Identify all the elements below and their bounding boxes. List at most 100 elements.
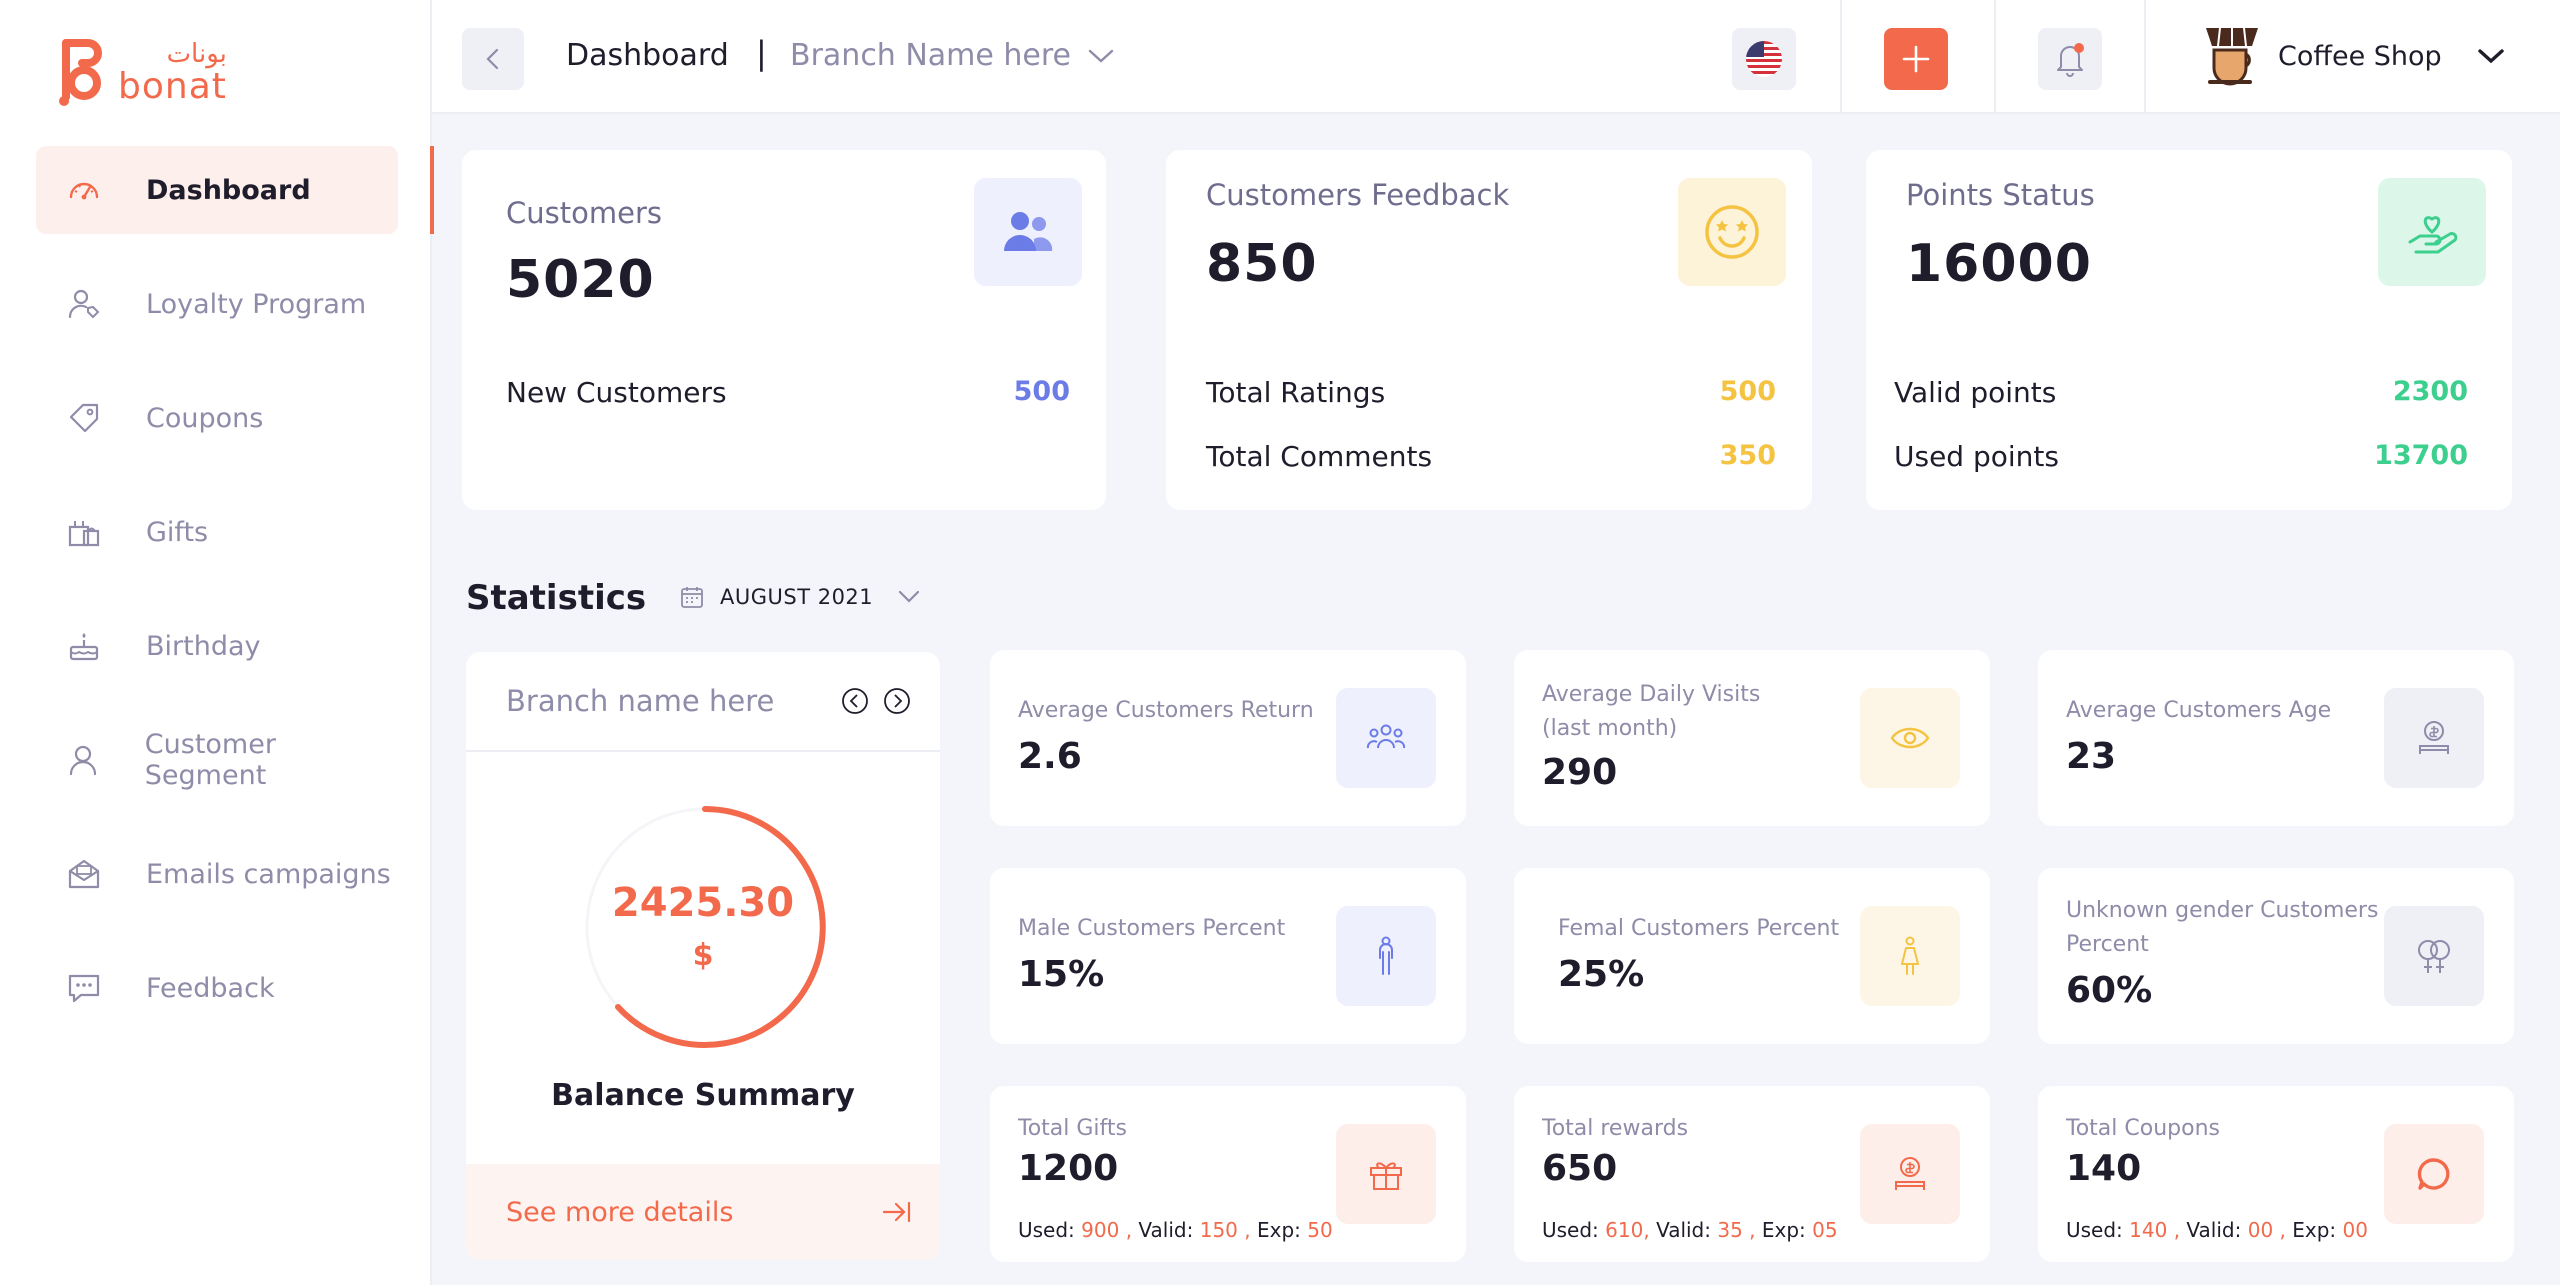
header-divider bbox=[1840, 0, 1842, 114]
balance-header: Branch name here bbox=[466, 652, 940, 752]
stat-label: Average Customers Return bbox=[1018, 698, 1314, 723]
profile-menu[interactable]: Coffee Shop bbox=[2200, 24, 2506, 88]
branch-select-value: Branch Name here bbox=[790, 38, 1072, 73]
stat-label: Total rewards bbox=[1542, 1116, 1689, 1141]
back-button[interactable] bbox=[462, 28, 524, 90]
row-label: Total Comments bbox=[1206, 440, 1433, 473]
rewards-valid-value: 35 bbox=[1717, 1218, 1743, 1242]
customers-card: Customers 5020 New Customers 500 bbox=[462, 150, 1106, 510]
total-ratings-value: 500 bbox=[1719, 376, 1776, 407]
female-icon bbox=[1901, 936, 1919, 975]
avg-customers-age-tile: Average Customers Age 23 bbox=[2038, 650, 2514, 826]
avatar bbox=[2206, 27, 2258, 86]
sidebar-item-customer-segment[interactable]: Customer Segment bbox=[36, 716, 398, 804]
customers-feedback-card: Customers Feedback 850 Total Ratings 500… bbox=[1166, 150, 1812, 510]
sidebar-item-emails-campaigns[interactable]: Emails campaigns bbox=[36, 830, 398, 918]
row-label: Total Ratings bbox=[1206, 376, 1386, 409]
points-total: 16000 bbox=[1906, 234, 2092, 294]
balance-label: Balance Summary bbox=[551, 1078, 855, 1113]
row-label: Valid points bbox=[1894, 376, 2057, 409]
sidebar-item-gifts[interactable]: Gifts bbox=[36, 488, 398, 576]
mail-open-icon bbox=[64, 854, 104, 894]
stat-icon-box bbox=[2384, 1124, 2484, 1224]
top-header: Dashboard | Branch Name here bbox=[432, 0, 2560, 114]
exp-label: Exp: bbox=[2292, 1218, 2337, 1242]
balance-branch-name: Branch name here bbox=[506, 684, 775, 718]
total-comments-value: 350 bbox=[1719, 440, 1776, 471]
male-customers-percent-tile: Male Customers Percent 15% bbox=[990, 868, 1466, 1044]
sidebar-item-loyalty-program[interactable]: Loyalty Program bbox=[36, 260, 398, 348]
stat-value: 60% bbox=[2066, 970, 2153, 1011]
used-label: Used: bbox=[2066, 1218, 2123, 1242]
rewards-exp-value: 05 bbox=[1812, 1218, 1838, 1242]
avg-customers-return-tile: Average Customers Return 2.6 bbox=[990, 650, 1466, 826]
notifications-button[interactable] bbox=[2038, 28, 2102, 90]
sidebar-item-coupons[interactable]: Coupons bbox=[36, 374, 398, 462]
next-branch-button[interactable] bbox=[882, 686, 912, 716]
gifts-breakdown: Used: 900 , Valid: 150 , Exp: 50 bbox=[1018, 1218, 1333, 1242]
balance-summary-card: Branch name here 2425.30 $ Balance Summa… bbox=[466, 652, 940, 1260]
see-more-details-link[interactable]: See more details bbox=[466, 1164, 940, 1260]
stat-icon-box bbox=[1860, 906, 1960, 1006]
stat-value: 2.6 bbox=[1018, 736, 1082, 777]
row-label: Used points bbox=[1894, 440, 2059, 473]
reward-icon bbox=[1895, 1157, 1925, 1190]
stat-icon-box bbox=[2384, 906, 2484, 1006]
feedback-total: 850 bbox=[1206, 234, 1318, 294]
brand-logo[interactable]: بونات bonat bbox=[58, 38, 227, 108]
stat-label-secondary: (last month) bbox=[1542, 716, 1678, 741]
month-select[interactable]: AUGUST 2021 bbox=[680, 585, 921, 609]
stat-icon-box bbox=[2384, 688, 2484, 788]
eye-icon bbox=[1890, 727, 1930, 749]
sidebar-item-feedback[interactable]: Feedback bbox=[36, 944, 398, 1032]
balance-ring-progress bbox=[615, 806, 826, 1048]
stat-icon-box bbox=[1336, 688, 1436, 788]
male-icon bbox=[1379, 936, 1393, 975]
card-title: Customers Feedback bbox=[1206, 178, 1510, 212]
stat-label: Unknown gender Customers bbox=[2066, 898, 2379, 923]
gifts-valid-value: 150 bbox=[1199, 1218, 1238, 1242]
points-status-card: Points Status 16000 Valid points 2300 Us… bbox=[1866, 150, 2512, 510]
avg-daily-visits-tile: Average Daily Visits (last month) 290 bbox=[1514, 650, 1990, 826]
stat-icon-box bbox=[1860, 1124, 1960, 1224]
sidebar-item-birthday[interactable]: Birthday bbox=[36, 602, 398, 690]
sidebar-item-label: Birthday bbox=[146, 630, 261, 662]
total-coupons-tile: Total Coupons 140 Used: 140 , Valid: 00 … bbox=[2038, 1086, 2514, 1262]
gifts-used-value: 900 bbox=[1081, 1218, 1120, 1242]
sidebar-item-dashboard[interactable]: Dashboard bbox=[36, 146, 398, 234]
bell-icon bbox=[2057, 43, 2084, 77]
brand-name-arabic: بونات bbox=[166, 39, 227, 69]
used-points-row: Used points 13700 bbox=[1894, 440, 2468, 473]
stat-value: 1200 bbox=[1018, 1148, 1119, 1189]
brand-name: bonat bbox=[118, 66, 227, 107]
add-button[interactable] bbox=[1884, 28, 1948, 90]
stat-value: 25% bbox=[1558, 954, 1645, 995]
card-title: Customers bbox=[506, 196, 662, 230]
row-label: New Customers bbox=[506, 376, 727, 409]
used-label: Used: bbox=[1018, 1218, 1075, 1242]
branch-select[interactable]: Branch Name here bbox=[790, 38, 1115, 73]
language-button[interactable] bbox=[1732, 28, 1796, 90]
valid-points-row: Valid points 2300 bbox=[1894, 376, 2468, 409]
sidebar-item-label: Loyalty Program bbox=[146, 288, 367, 320]
smiley-star-icon bbox=[1705, 205, 1759, 259]
stat-label-secondary: Percent bbox=[2066, 932, 2149, 957]
speedometer-icon bbox=[64, 170, 104, 210]
valid-points-value: 2300 bbox=[2392, 376, 2468, 407]
new-customers-row: New Customers 500 bbox=[506, 376, 1070, 409]
previous-branch-button[interactable] bbox=[840, 686, 870, 716]
stat-label: Average Daily Visits bbox=[1542, 682, 1761, 707]
rewards-used-value: 610 bbox=[1605, 1218, 1644, 1242]
gift-bag-icon bbox=[64, 512, 104, 552]
stat-label: Total Coupons bbox=[2066, 1116, 2220, 1141]
stat-value: 140 bbox=[2066, 1148, 2142, 1189]
coupons-exp-value: 00 bbox=[2342, 1218, 2368, 1242]
users-icon bbox=[1004, 212, 1053, 251]
card-title: Points Status bbox=[1906, 178, 2095, 212]
exp-label: Exp: bbox=[1761, 1218, 1806, 1242]
chevron-down-icon bbox=[2477, 49, 2504, 64]
chevron-down-icon bbox=[1088, 49, 1114, 63]
sidebar-item-label: Gifts bbox=[146, 516, 209, 548]
page-title: Dashboard bbox=[566, 38, 729, 73]
stat-label: Total Gifts bbox=[1018, 1116, 1127, 1141]
